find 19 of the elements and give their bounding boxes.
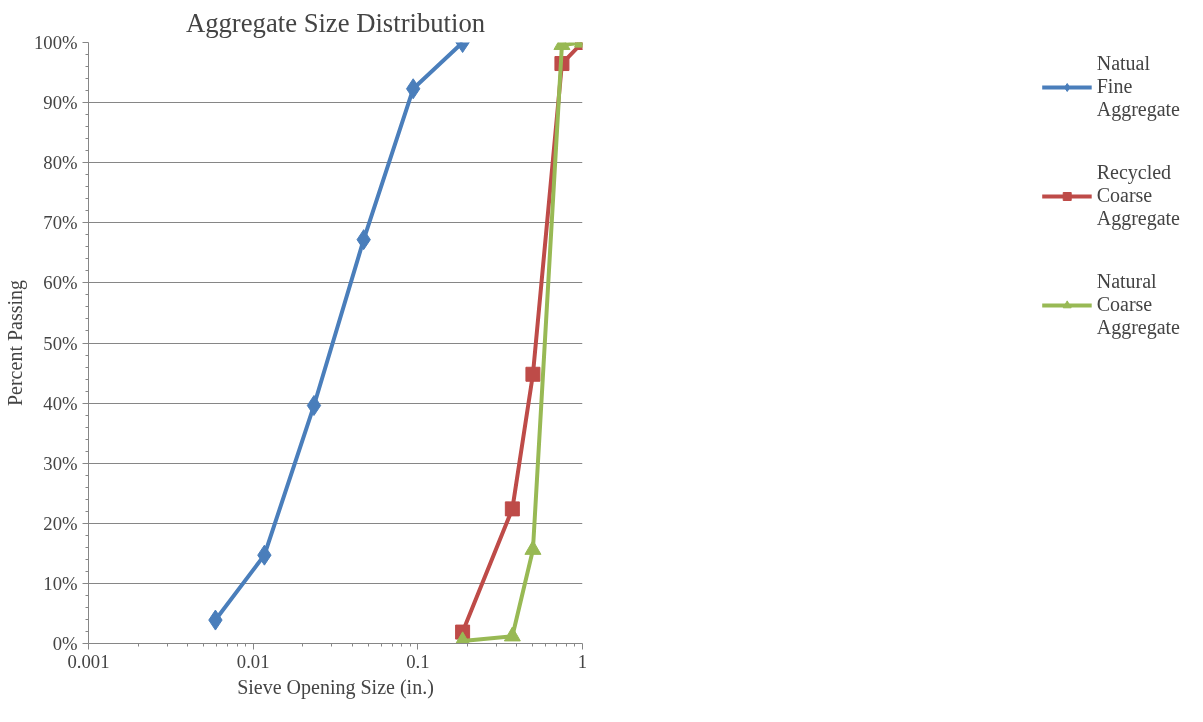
legend-label: Natual Fine Aggregate xyxy=(1096,52,1180,121)
y-tick-label: 50% xyxy=(43,332,78,354)
y-tick-label: 30% xyxy=(43,452,78,474)
legend-label: Natural Coarse Aggregate xyxy=(1096,270,1180,339)
x-axis-title: Sieve Opening Size (in.) xyxy=(237,675,434,699)
y-tick-label: 10% xyxy=(43,572,78,594)
y-tick-label: 40% xyxy=(43,392,78,414)
legend-label: Recycled Coarse Aggregate xyxy=(1096,161,1180,230)
y-tick-label: 90% xyxy=(43,92,78,114)
y-tick-label: 20% xyxy=(43,512,78,534)
x-tick-label: 1 xyxy=(577,650,588,672)
y-tick-label: 70% xyxy=(43,212,78,234)
y-tick-label: 60% xyxy=(43,272,78,294)
x-tick-label: 0.1 xyxy=(406,650,430,672)
chart-title: Aggregate Size Distribution xyxy=(185,7,486,38)
y-tick-label: 100% xyxy=(33,32,78,53)
y-tick-label: 80% xyxy=(43,152,78,174)
x-tick-label: 0.01 xyxy=(236,650,270,672)
y-axis-title: Percent Passing xyxy=(3,279,27,407)
